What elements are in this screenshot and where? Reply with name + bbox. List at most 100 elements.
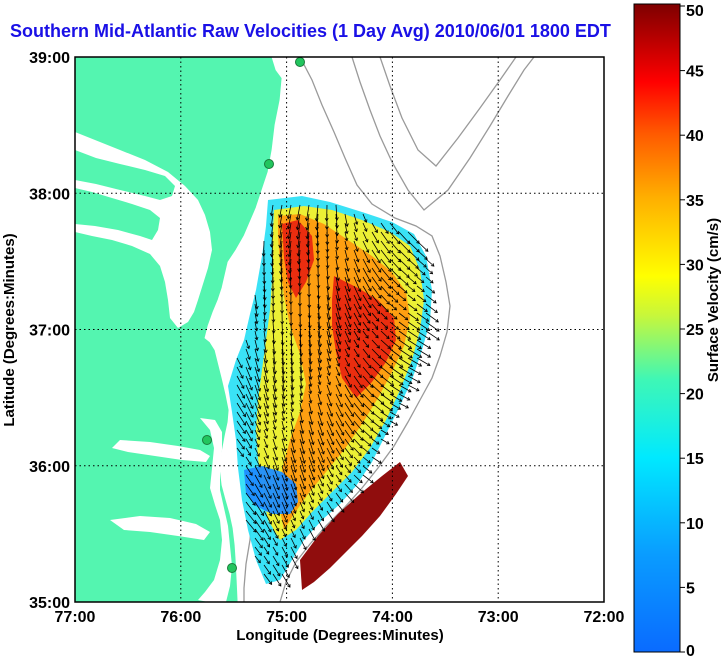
- velocity-vector: [407, 357, 423, 367]
- velocity-vector: [272, 384, 278, 401]
- velocity-vector: [353, 303, 362, 319]
- velocity-vector: [362, 267, 372, 283]
- velocity-vector: [425, 321, 440, 332]
- velocity-vector: [344, 213, 349, 228]
- velocity-vector: [281, 420, 286, 431]
- velocity-vector: [325, 249, 330, 260]
- velocity-vector: [371, 294, 381, 307]
- velocity-vector: [416, 258, 427, 268]
- velocity-vector: [290, 528, 296, 539]
- velocity-vector: [254, 402, 262, 418]
- velocity-vector: [425, 285, 436, 294]
- x-tick-label: 76:00: [160, 609, 201, 626]
- bathymetry-contour-3: [379, 57, 517, 167]
- velocity-vector: [407, 312, 419, 321]
- velocity-vector: [371, 447, 381, 454]
- velocity-vector: [272, 501, 281, 517]
- velocity-vector: [326, 483, 332, 493]
- velocity-vector: [335, 375, 342, 387]
- velocity-vector: [335, 348, 341, 360]
- velocity-vector: [254, 420, 261, 434]
- velocity-vector: [380, 438, 390, 445]
- velocity-vector: [335, 393, 343, 408]
- velocity-vector: [308, 456, 316, 473]
- velocity-vector: [326, 429, 335, 446]
- velocity-vector: [335, 321, 342, 338]
- field-region-blue: [244, 466, 298, 514]
- velocity-vector: [317, 447, 325, 464]
- velocity-vector: [308, 384, 313, 395]
- velocity-vector: [317, 348, 323, 364]
- x-tick-label: 75:00: [266, 609, 307, 626]
- velocity-vector: [380, 411, 392, 420]
- velocity-vector: [326, 393, 333, 407]
- velocity-vector: [254, 411, 262, 426]
- velocity-vector: [236, 384, 246, 399]
- velocity-vector: [245, 411, 254, 426]
- velocity-vector: [281, 411, 286, 422]
- velocity-vector: [371, 429, 381, 437]
- velocity-vector: [353, 231, 359, 242]
- velocity-vector: [263, 420, 269, 432]
- velocity-vector: [334, 240, 339, 251]
- velocity-vector: [317, 456, 325, 472]
- velocity-vector: [362, 294, 372, 309]
- velocity-vector: [326, 510, 335, 523]
- velocity-vector: [353, 384, 364, 398]
- velocity-vector: [263, 438, 269, 449]
- bathymetry-contour-2: [351, 57, 535, 211]
- velocity-vector: [263, 402, 270, 417]
- velocity-vector: [236, 357, 243, 369]
- velocity-vector: [362, 366, 373, 379]
- chesapeake-bay: [75, 132, 212, 328]
- velocity-vector: [245, 492, 256, 506]
- velocity-vector: [315, 231, 320, 247]
- velocity-vector: [299, 501, 305, 513]
- velocity-vector: [326, 465, 334, 478]
- velocity-vector: [263, 456, 270, 470]
- velocity-vector: [315, 222, 320, 239]
- colorbar-tick-label: 25: [686, 322, 704, 339]
- velocity-vector: [344, 240, 349, 251]
- velocity-vector: [353, 366, 362, 379]
- velocity-vector: [344, 438, 354, 451]
- velocity-vector: [353, 447, 362, 457]
- velocity-vector: [317, 429, 325, 446]
- velocity-vector: [299, 339, 304, 357]
- velocity-vector: [254, 492, 264, 508]
- velocity-vector: [380, 429, 389, 435]
- velocity-vector: [272, 528, 279, 539]
- velocity-vector: [316, 285, 321, 300]
- velocity-vector: [407, 276, 417, 285]
- velocity-vector: [263, 384, 270, 401]
- velocity-vector: [425, 294, 437, 304]
- velocity-vector: [362, 447, 371, 455]
- velocity-vector: [380, 330, 390, 340]
- velocity-vector: [425, 312, 439, 323]
- velocity-vector: [416, 303, 428, 312]
- velocity-vector: [398, 294, 407, 302]
- velocity-vector: [245, 447, 252, 457]
- velocity-vector: [308, 429, 315, 446]
- velocity-vector: [362, 222, 368, 232]
- velocity-vector: [380, 393, 394, 404]
- velocity-vector: [299, 429, 305, 445]
- velocity-vector: [254, 330, 259, 341]
- velocity-vector: [326, 330, 332, 347]
- velocity-vector: [254, 348, 260, 362]
- velocity-vector: [407, 258, 419, 269]
- velocity-vector: [335, 303, 342, 321]
- velocity-vector: [254, 519, 264, 533]
- velocity-vector: [416, 339, 432, 349]
- velocity-vector: [299, 402, 304, 413]
- velocity-vector: [245, 339, 251, 350]
- velocity-vector: [389, 303, 398, 311]
- velocity-vector: [254, 510, 265, 525]
- velocity-vector: [371, 303, 381, 315]
- velocity-vector: [279, 294, 284, 305]
- velocity-vector: [353, 330, 360, 341]
- velocity-vector: [299, 537, 307, 551]
- velocity-vector: [290, 447, 297, 464]
- velocity-vector: [416, 249, 428, 260]
